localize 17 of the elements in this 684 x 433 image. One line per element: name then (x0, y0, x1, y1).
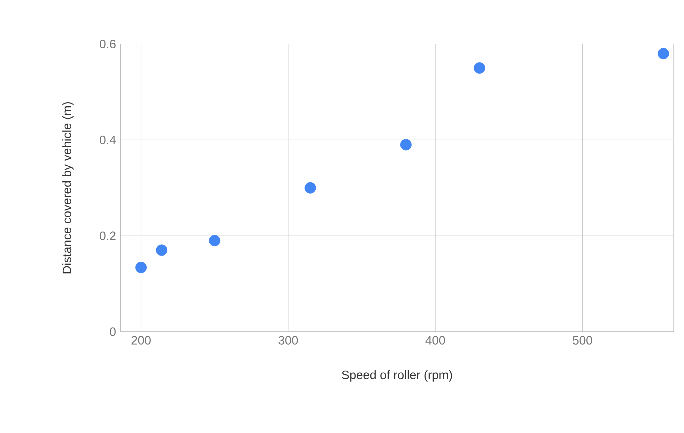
y-axis-title: Distance covered by vehicle (m) (62, 102, 74, 274)
x-tick-label: 500 (573, 336, 592, 346)
x-tick-label: 200 (132, 336, 151, 346)
point (156, 244, 168, 256)
y-tick-label: 0.6 (100, 40, 116, 49)
point (136, 262, 148, 274)
x-tick-label: 300 (278, 336, 298, 346)
point (658, 48, 670, 60)
point (304, 182, 316, 194)
point (209, 235, 221, 247)
y-tick-label: 0.2 (100, 232, 116, 241)
point (474, 62, 486, 74)
x-tick-label: 400 (426, 336, 446, 346)
y-tick-label: 0 (110, 328, 116, 336)
y-tick-label: 0.4 (100, 136, 116, 145)
x-axis-title: Speed of roller (rpm) (342, 370, 452, 382)
point (400, 139, 412, 151)
